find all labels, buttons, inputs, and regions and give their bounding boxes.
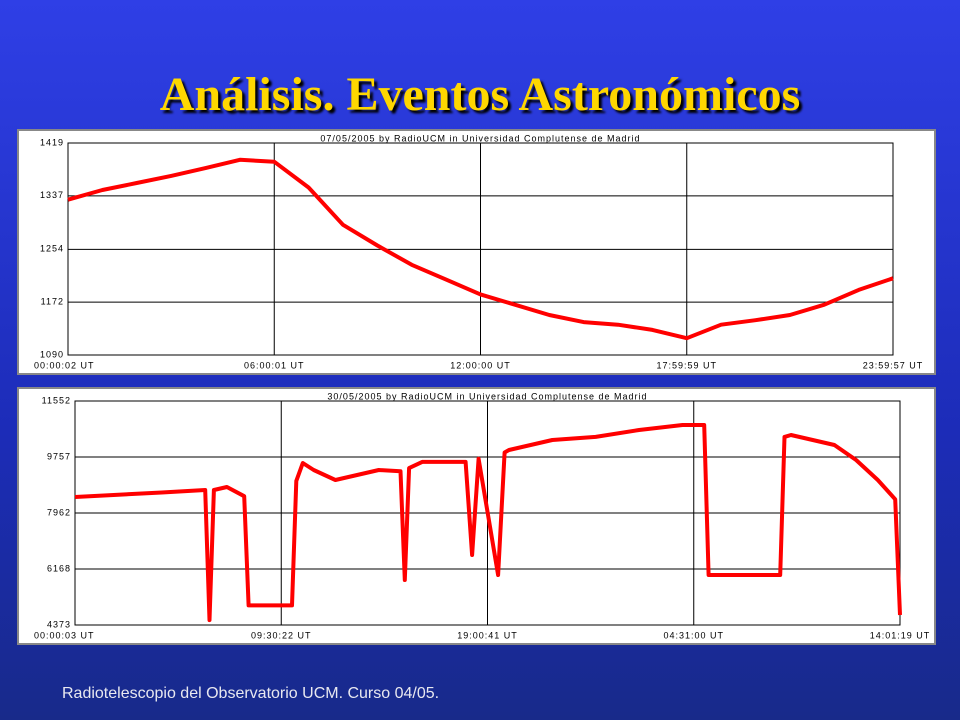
chart-panel: [17, 129, 936, 375]
footer: Radiotelescopio del Observatorio UCM. Cu…: [62, 685, 439, 702]
x-tick-label: 19:00:41 UT: [457, 630, 518, 640]
y-tick-label: 1172: [41, 297, 64, 307]
x-tick-label: 09:30:22 UT: [251, 630, 312, 640]
y-tick-label: 1090: [40, 349, 64, 359]
x-tick-label: 14:01:19 UT: [870, 630, 931, 640]
data-line: [67, 157, 894, 341]
x-tick-label: 00:00:03 UT: [34, 630, 95, 640]
y-tick-label: 11552: [42, 395, 71, 405]
x-tick-label: 00:00:02 UT: [34, 360, 95, 370]
y-tick-label: 1419: [40, 137, 64, 147]
y-tick-label: 1254: [40, 244, 64, 254]
x-tick-label: 06:00:01 UT: [244, 360, 305, 370]
chart-title: 07/05/2005 by RadioUCM in Universidad Co…: [320, 133, 640, 143]
x-tick-label: 12:00:00 UT: [450, 360, 511, 370]
y-tick-label: 1337: [40, 190, 64, 200]
x-tick-label: 04:31:00 UT: [663, 630, 724, 640]
data-line: [74, 423, 902, 623]
y-tick-label: 4373: [47, 619, 71, 629]
chart-title: 30/05/2005 by RadioUCM in Universidad Co…: [327, 391, 647, 401]
y-tick-label: 7962: [47, 507, 71, 517]
x-tick-label: 17:59:59 UT: [656, 360, 717, 370]
y-tick-label: 9757: [47, 451, 71, 461]
x-tick-label: 23:59:57 UT: [863, 360, 924, 370]
slide-title: Análisis. Eventos Astronómicos: [160, 68, 801, 121]
y-tick-label: 6168: [47, 563, 71, 573]
